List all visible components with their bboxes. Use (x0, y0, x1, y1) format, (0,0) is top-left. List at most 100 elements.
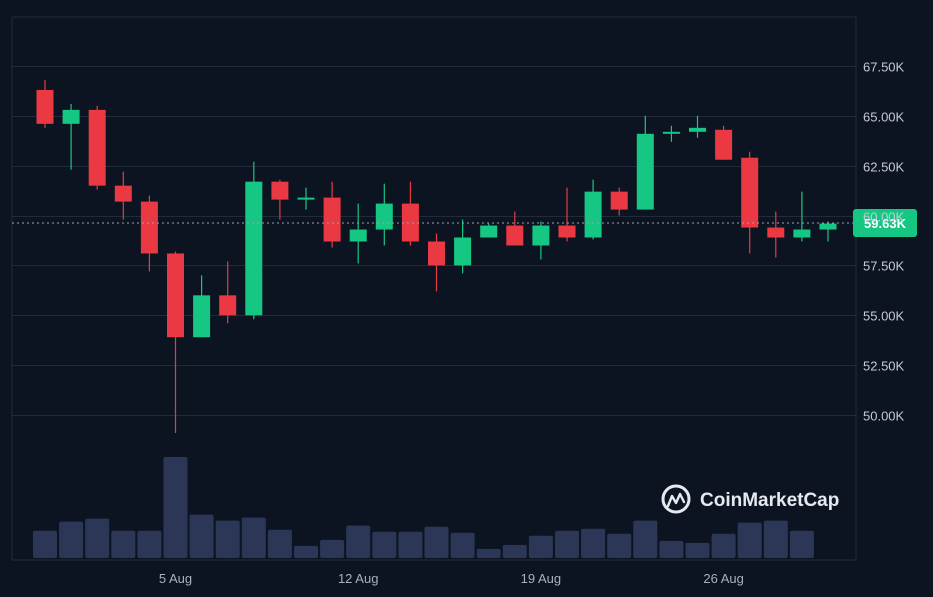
volume-bar (607, 533, 632, 558)
candle-down (323, 181, 341, 248)
candle-body (193, 295, 211, 338)
volume-bar (372, 531, 397, 558)
candle-body (323, 197, 341, 242)
x-tick-label: 5 Aug (159, 571, 192, 586)
volume-bar (33, 530, 57, 558)
coinmarketcap-logo-wave (666, 492, 686, 508)
y-tick-label: 50.00K (863, 409, 905, 424)
candle-up (480, 223, 498, 238)
volume-bar (555, 530, 579, 558)
volume-bar (137, 530, 162, 558)
candle-down (219, 261, 237, 324)
coinmarketcap-logo-icon (661, 484, 691, 514)
candle-body (349, 229, 367, 242)
candle-down (715, 125, 733, 160)
volume-bar (528, 535, 553, 558)
candle-up (297, 187, 315, 210)
candle-down (767, 211, 785, 258)
candle-body (767, 227, 785, 238)
candle-body (662, 131, 680, 134)
candle-body (36, 89, 54, 124)
candle-body (610, 191, 628, 210)
volume-bar (424, 526, 449, 558)
candle-down (140, 195, 158, 272)
candle-up (62, 103, 80, 170)
x-tick-label: 26 Aug (703, 571, 744, 586)
candle-down (167, 251, 184, 433)
candle-body (375, 203, 393, 230)
volume-layer (33, 457, 814, 558)
current-price-label: 59.63K (864, 216, 907, 231)
candle-down (610, 187, 628, 216)
current-price-indicator: 59.63K (12, 208, 917, 237)
candle-body (689, 127, 706, 132)
candle-down (88, 105, 106, 190)
volume-bar (685, 542, 710, 558)
candle-body (741, 157, 759, 228)
candle-body (62, 109, 80, 124)
candle-down (271, 179, 289, 220)
y-tick-label: 60.00K (863, 210, 905, 225)
volume-bar (85, 518, 110, 558)
volume-bar (581, 528, 606, 558)
candle-up (454, 219, 472, 274)
y-tick-label: 57.50K (863, 259, 905, 274)
candle-up (636, 115, 654, 210)
y-tick-label: 52.50K (863, 359, 905, 374)
candle-up (245, 161, 263, 320)
candle-up (793, 191, 811, 242)
axis-layer: 50.00K 52.50K 55.00K 57.50K 60.00K 62.50K 65.0… (159, 60, 905, 587)
y-tick-label: 67.50K (863, 60, 905, 75)
candle-body (401, 203, 419, 242)
candle-up (584, 179, 602, 240)
x-tick-label: 19 Aug (521, 571, 562, 586)
candle-body (819, 223, 837, 230)
candle-body (793, 229, 811, 238)
volume-bar (476, 548, 501, 558)
candle-body (167, 253, 184, 338)
candle-body (636, 133, 654, 210)
candle-up (689, 115, 706, 138)
candle-down (741, 151, 759, 254)
candle-body (297, 197, 315, 200)
candle-up (819, 221, 837, 242)
volume-bar (711, 533, 736, 558)
candle-body (715, 129, 733, 160)
grid-layer (11, 16, 857, 561)
x-tick-label: 12 Aug (338, 571, 379, 586)
volume-bar (502, 544, 527, 558)
volume-bar (320, 539, 345, 558)
volume-bar (346, 525, 371, 558)
volume-bar (789, 530, 814, 558)
volume-bar (241, 517, 266, 558)
y-tick-label: 65.00K (863, 110, 905, 125)
candle-down (401, 181, 419, 246)
candle-body (558, 225, 576, 238)
candle-down (428, 233, 445, 292)
candle-down (36, 79, 54, 128)
volume-bar (163, 457, 188, 558)
candle-body (480, 225, 498, 238)
candle-up (193, 275, 211, 338)
volume-bar (111, 530, 136, 558)
candle-body (114, 185, 132, 202)
candle-body (245, 181, 263, 316)
candle-body (428, 241, 445, 266)
watermark-text: CoinMarketCap (700, 490, 839, 511)
volume-bar (59, 521, 84, 558)
candle-body (532, 225, 550, 246)
volume-bar (398, 531, 423, 558)
candle-body (88, 109, 106, 186)
candle-body (584, 191, 602, 238)
candle-body (506, 225, 524, 246)
volume-bar (633, 520, 658, 558)
volume-bar (215, 520, 240, 558)
candle-up (375, 183, 393, 246)
volume-bar (737, 522, 762, 558)
y-tick-label: 55.00K (863, 309, 905, 324)
volume-bar (267, 529, 292, 558)
candle-body (454, 237, 472, 266)
candle-down (114, 171, 132, 220)
